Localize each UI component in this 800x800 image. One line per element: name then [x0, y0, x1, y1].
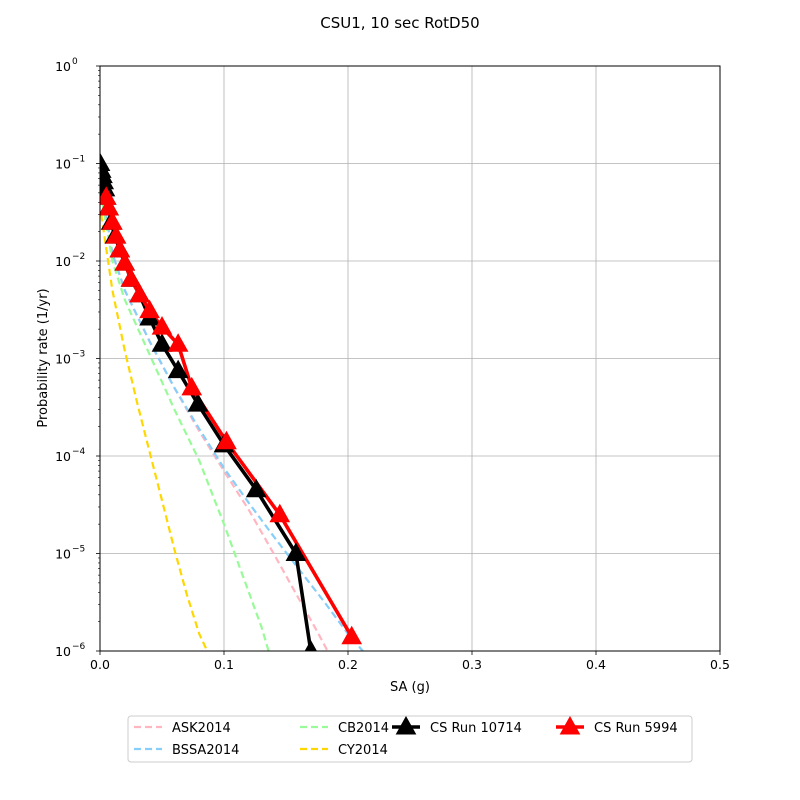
x-tick-label: 0.5	[710, 657, 730, 672]
legend-label: CB2014	[338, 721, 389, 736]
y-tick-exponent: −1	[72, 155, 85, 165]
y-tick-label: 10 −1	[55, 155, 85, 172]
legend-item: ASK2014	[134, 721, 231, 736]
y-tick-mantissa: 10	[55, 644, 71, 659]
y-tick-exponent: −5	[72, 545, 85, 555]
y-tick-label: 10 −6	[55, 642, 85, 659]
series-line-5	[104, 195, 354, 639]
y-tick-exponent: −2	[72, 252, 85, 262]
series-5-marker	[216, 430, 237, 450]
y-tick-mantissa: 10	[55, 59, 71, 74]
series-5-marker	[114, 252, 136, 271]
series-5-marker	[139, 299, 160, 319]
legend: ASK2014 BSSA2014 CB2014 CY2014 CS Run 10714 C…	[127, 715, 693, 763]
y-tick-mantissa: 10	[55, 449, 71, 464]
series-5-marker	[100, 196, 120, 216]
series-5-marker	[269, 503, 291, 523]
y-tick-mantissa: 10	[55, 254, 71, 269]
legend-marker	[559, 715, 581, 735]
series-5-marker	[151, 316, 173, 335]
chart-title: CSU1, 10 sec RotD50	[320, 14, 479, 32]
series-5-marker	[102, 211, 123, 230]
legend-label: BSSA2014	[172, 743, 239, 758]
legend-label: CY2014	[338, 743, 388, 758]
series-5-marker	[167, 333, 189, 352]
x-tick-label: 0.2	[338, 657, 358, 672]
legend-item: CY2014	[300, 743, 388, 758]
series-5-marker	[120, 268, 142, 287]
legend-item: BSSA2014	[134, 743, 239, 758]
legend-label: CS Run 5994	[594, 721, 678, 736]
y-tick-mantissa: 10	[55, 352, 71, 367]
x-tick-label: 0.0	[90, 657, 110, 672]
series-line-1	[101, 192, 365, 651]
y-axis-label: Probability rate (1/yr)	[36, 288, 51, 427]
x-tick-label: 0.3	[462, 657, 482, 672]
series-line-2	[101, 202, 270, 651]
series-5-marker	[341, 625, 363, 645]
x-tick-label: 0.4	[586, 657, 606, 672]
grid-lines	[99, 65, 721, 652]
legend-label: CS Run 10714	[430, 721, 522, 736]
series-4-marker	[245, 478, 267, 498]
series-4-marker	[187, 393, 209, 412]
y-tick-label: 10 −5	[55, 545, 85, 562]
y-tick-label: 10 −4	[55, 447, 85, 464]
y-tick-exponent: −6	[72, 642, 86, 652]
series-5-marker	[129, 283, 151, 303]
y-tick-exponent: −4	[72, 447, 86, 457]
legend-label: ASK2014	[172, 721, 231, 736]
legend-marker	[395, 715, 417, 735]
x-axis-label: SA (g)	[390, 680, 430, 695]
legend-item: CB2014	[300, 721, 389, 736]
x-tick-label: 0.1	[214, 657, 234, 672]
legend-frame	[127, 715, 693, 763]
series-5-marker	[181, 376, 203, 396]
series-4-marker	[304, 639, 317, 651]
legend-item: CS Run 5994	[556, 715, 678, 736]
y-tick-label: 10 −2	[55, 252, 85, 269]
axis-ticks: 0.0 0.1 0.2 0.3 0.4 0.510−610−510−410−310−210…	[55, 57, 730, 672]
marker-area	[100, 152, 363, 651]
series-4-marker	[151, 333, 173, 352]
series-area	[100, 161, 365, 651]
series-4-marker	[285, 542, 307, 561]
y-tick-exponent: 0	[72, 57, 78, 67]
series-5-marker	[105, 225, 127, 244]
legend-item: CS Run 10714	[392, 715, 522, 736]
y-tick-label: 10 −3	[55, 350, 85, 367]
y-tick-label: 10 0	[55, 57, 78, 74]
y-tick-mantissa: 10	[55, 157, 71, 172]
y-tick-exponent: −3	[72, 350, 85, 360]
series-line-3	[100, 214, 209, 651]
series-4-marker	[167, 359, 189, 379]
y-tick-mantissa: 10	[55, 547, 71, 562]
